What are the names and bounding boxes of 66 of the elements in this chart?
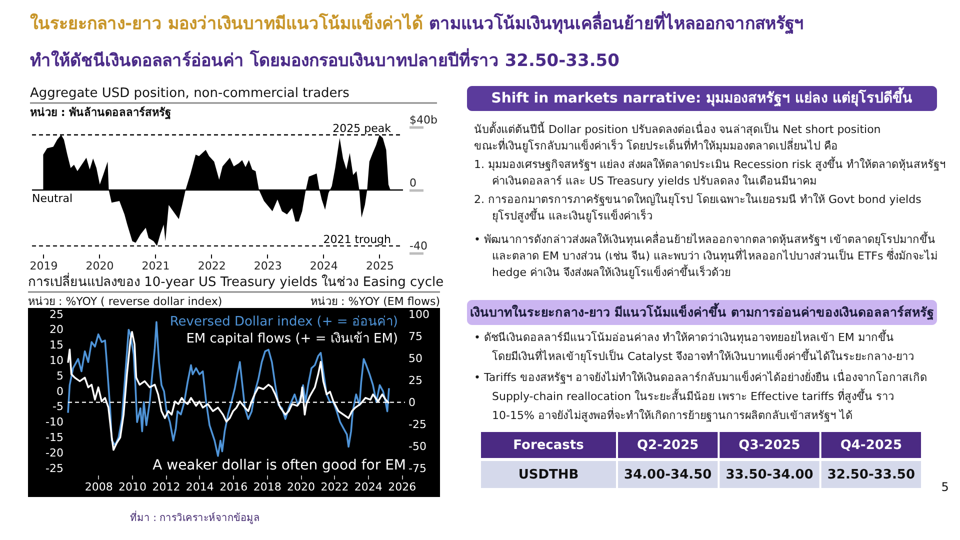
y2-tick-label: 75 — [408, 330, 422, 343]
text: 34.00-34.50 — [624, 468, 712, 482]
y-tick-label: 5 — [56, 369, 64, 382]
text: เงินบาทในระยะกลาง-ยาว มีแนวโน้มแข็งค่าขึ้น ตามการอ่อนค่าของเงินดอลลาร์สหรัฐ — [470, 302, 934, 320]
x-tick-label: 2022 — [198, 260, 226, 272]
y-tick-label: 0 — [410, 176, 416, 190]
y2-axis-title: หน่วย : %YOY (EM flows) — [310, 295, 440, 308]
text: 1. มุมมองเศรษฐกิจสหรัฐฯ แย่ลง ส่งผลให้ตลาดประเมิน Recession risk สูงขึ้น ทำให้ตลาดหุ้นสหรัฐฯ ค่าเงินดอลลาร์ และ US Treasury yields ปรับลดลง ในเดือนมีนาคม — [474, 156, 946, 188]
x-tick-label: 2020 — [287, 480, 316, 494]
text: • พัฒนาการดังกล่าวส่งผลให้เงินทุนเคลื่อนย้ายไหลออกจากตลาดหุ้นสหรัฐฯ เข้าตลาดยุโรปมากขึ้น และตลาด EM บางส่วน (เช่น จีน) และพบว่า เงินทุนที่ไหลออกไปบางส่วนเป็น ETFs ซึ่งมักจะไม่ hedge ค่าเงิน จึงส่งผลให้เงินยูโรแข็งค่าขึ้นเร็วด้วย — [474, 231, 938, 279]
x-tick-label: 2008 — [84, 480, 113, 494]
y-tick-label: -10 — [46, 416, 64, 429]
annotation: A weaker dollar is often good for EM — [152, 457, 406, 474]
x-tick-label: 2024 — [310, 260, 338, 272]
series-label: Reversed Dollar index (+ = อ่อนค่า) — [170, 314, 398, 330]
text: Q3-2025 — [738, 438, 800, 453]
chart-title: การเปลี่ยนแปลงของ 10-year US Treasury yields ในช่วง Easing cycle — [28, 273, 444, 290]
text: USDTHB — [518, 468, 579, 482]
y-tick-label: -15 — [46, 431, 64, 444]
y-tick-label: 0 — [56, 384, 64, 398]
x-tick-label: 2026 — [388, 480, 416, 494]
y-axis-title: หน่วย : %YOY ( reverse dollar index) — [28, 295, 222, 308]
text: 5 — [941, 480, 949, 494]
x-tick-label: 2019 — [30, 260, 58, 272]
ref-line-label: 2021 trough — [323, 232, 392, 246]
x-tick-label: 2022 — [320, 480, 349, 494]
x-tick-label: 2010 — [118, 480, 147, 494]
text: Shift in markets narrative: มุมมองสหรัฐฯ แย่ลง แต่ยุโรปดีขึ้น — [491, 86, 913, 108]
text: 32.50-33.50 — [827, 468, 915, 482]
x-tick-label: 2016 — [220, 480, 248, 494]
text: Forecasts — [513, 438, 584, 453]
x-tick-label: 2025 — [366, 260, 394, 272]
text: • ดัชนีเงินดอลลาร์มีแนวโน้มอ่อนค่าลง ทำให้คาดว่าเงินทุนอาจทยอยไหลเข้า EM มากขึ้น โดยมีเงินที่ไหลเข้ายุโรปเป็น Catalyst จึงอาจทำให้เงินบาทแข็งค่าขึ้นได้ในระยะกลาง-ยาว — [474, 329, 914, 363]
text: นับตั้งแต่ต้นปีนี้ Dollar position ปรับลดลงต่อเนื่อง จนล่าสุดเป็น Net short position ขณะที่เงินยูโรกลับมาแข็งค่าเร็ว โดยประเด็นที่ทำให้มุมมองตลาดเปลี่ยนไป คือ — [474, 121, 881, 152]
y-tick-label: 20 — [50, 323, 64, 336]
y-tick-label: -20 — [46, 446, 64, 460]
text: ในระยะกลาง-ยาว มองว่าเงินบาทมีแนวโน้มแข็งค่าได้ — [30, 11, 423, 34]
text: 2. การออกมาตรการภาครัฐขนาดใหญ่ในยุโรป โดยเฉพาะในเยอรมนี ทำให้ Govt bond yields ยุโรปสูงขึ้น และเงินยูโรแข็งค่าเร็ว — [474, 192, 922, 222]
ref-line-label: 2025 peak — [332, 122, 392, 135]
y-tick-label: 10 — [50, 354, 64, 368]
y-tick-label: 15 — [50, 338, 64, 352]
text: EM capital flows (+ = เงินเข้า EM) — [186, 331, 398, 346]
x-tick-label: 2014 — [186, 480, 214, 494]
y-tick-label: -5 — [52, 400, 64, 414]
x-tick-label: 2012 — [152, 480, 180, 494]
text: 33.50-34.00 — [726, 468, 814, 482]
y2-tick-label: -50 — [408, 440, 426, 453]
text: Q4-2025 — [840, 438, 902, 453]
y2-tick-label: 100 — [408, 308, 430, 321]
y-tick-label: -40 — [410, 240, 428, 252]
text: • Tariffs ของสหรัฐฯ อาจยังไม่ทำให้เงินดอลลาร์กลับมาแข็งค่าได้อย่างยั่งยืน เนื่องจากโอกาสเกิด Supply-chain reallocation ในระยะสั้นมีน้อย เพราะ Effective tariffs ที่สูงขึ้น ราว 10-15% อาจยังไม่สูงพอที่จะทำให้เกิดการย้ายฐานการผลิตกลับเข้าสหรัฐฯ ได้ — [474, 369, 928, 422]
y2-tick-label: -75 — [408, 462, 426, 475]
x-tick-label: 2023 — [254, 260, 282, 272]
text: ที่มา : การวิเคราะห์จากข้อมูล — [130, 510, 260, 524]
y-tick-label: $40b — [410, 114, 438, 126]
x-tick-label: 2024 — [354, 480, 382, 494]
x-tick-label: 2021 — [142, 260, 170, 272]
ref-line-label: Neutral — [32, 192, 73, 205]
x-tick-label: 2018 — [253, 480, 282, 494]
text: Q2-2025 — [636, 438, 699, 453]
x-tick-label: 2020 — [86, 260, 114, 272]
chart-subtitle: หน่วย : พันล้านดอลลาร์สหรัฐ — [30, 106, 172, 120]
chart-title: Aggregate USD position, non-commercial traders — [30, 86, 350, 101]
y-tick-label: 25 — [50, 308, 64, 321]
y2-tick-label: 50 — [408, 352, 422, 365]
y-tick-label: -25 — [46, 462, 64, 475]
